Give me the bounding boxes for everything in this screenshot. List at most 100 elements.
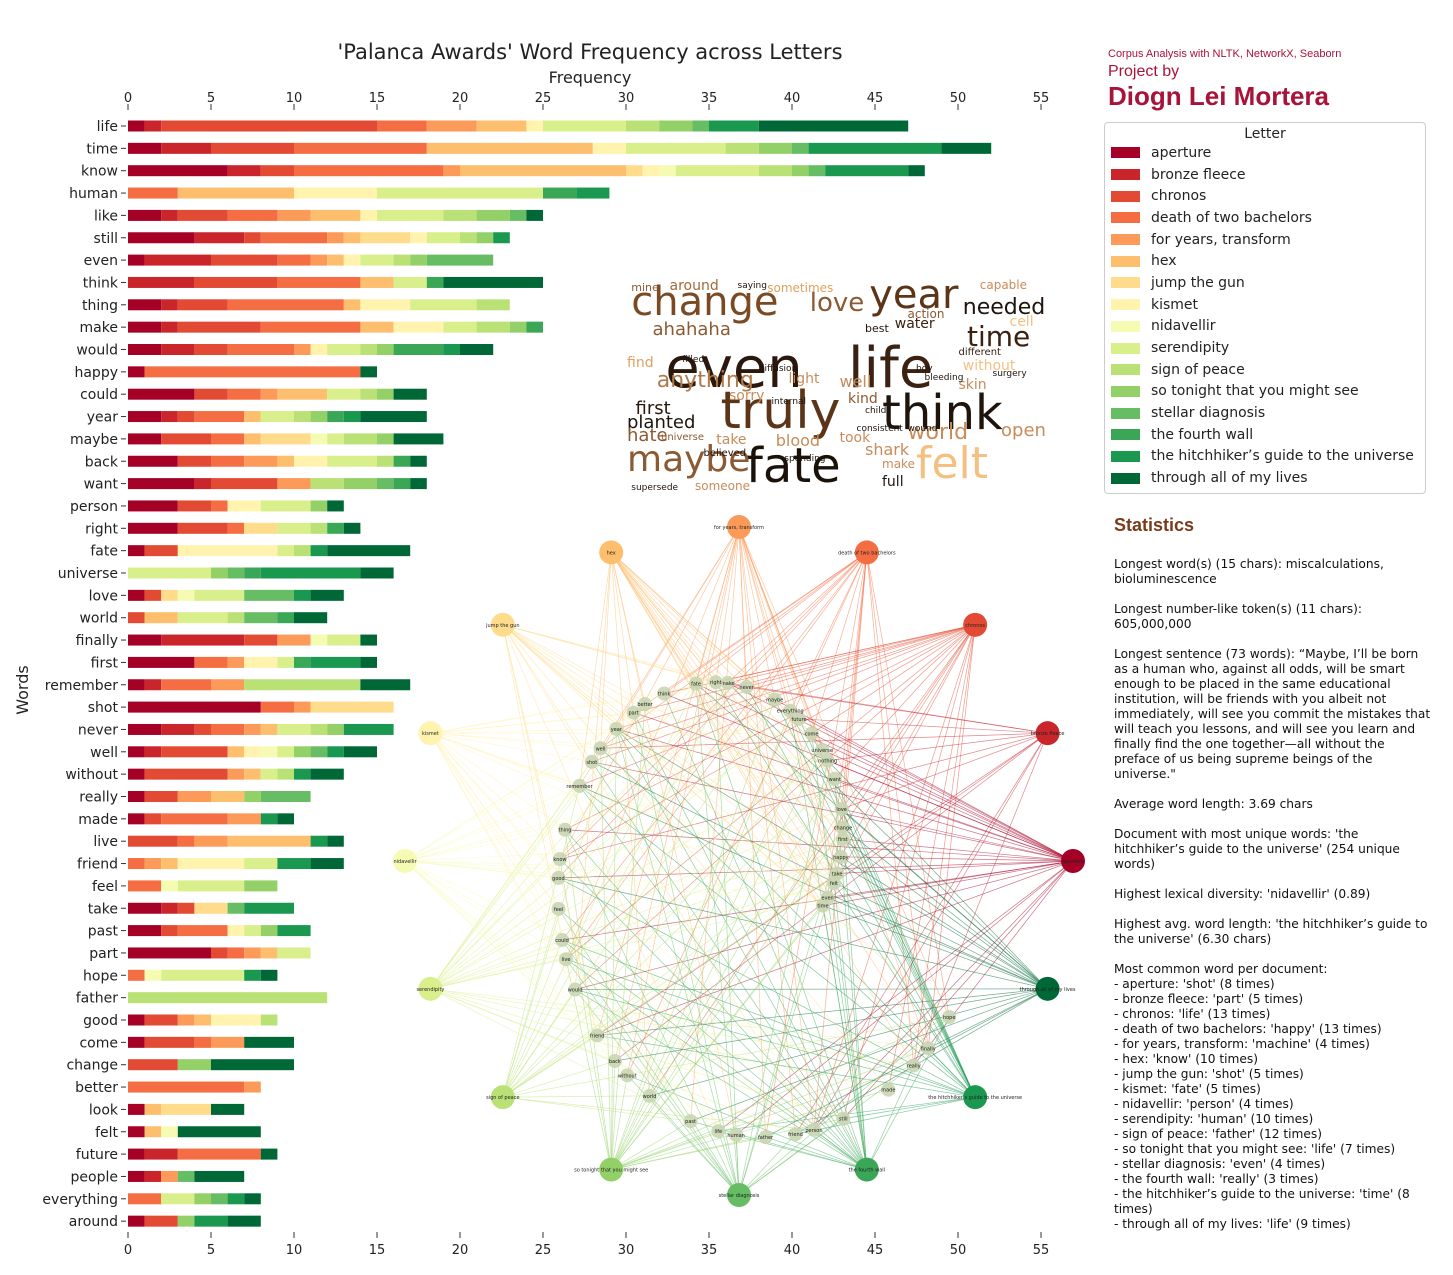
word-cloud-word: surgery [992, 368, 1027, 379]
y-tick-label: really [79, 790, 118, 806]
x-tick-label-bottom: 10 [286, 1243, 303, 1258]
bar-segment [194, 835, 228, 847]
network-edge [430, 761, 593, 990]
bar-segment [177, 187, 294, 199]
bar-segment [177, 612, 228, 624]
network-edge [842, 838, 1074, 862]
bar-segment [144, 1126, 162, 1138]
bar-segment [144, 1215, 178, 1227]
bar-segment [177, 209, 228, 221]
y-tick-label: could [80, 387, 118, 403]
word-node [942, 1010, 957, 1025]
bar-segment [128, 768, 145, 780]
network-edge [610, 710, 791, 1170]
letter-node [599, 1157, 624, 1182]
bar-segment [260, 947, 278, 959]
bar-segment [161, 1193, 195, 1205]
network-edge [841, 808, 976, 1098]
y-tick-label: made [78, 812, 118, 828]
network-edge [430, 682, 728, 734]
bar-segment [377, 187, 543, 199]
x-tick-label-top: 20 [452, 91, 469, 106]
x-tick-label-top: 15 [369, 91, 386, 106]
bar-segment [343, 299, 361, 311]
word-node [783, 703, 798, 718]
bar-segment [792, 165, 809, 177]
network-edge [633, 624, 976, 713]
word-node [906, 1058, 921, 1073]
bar-segment [227, 500, 261, 512]
network-edge [690, 526, 740, 1122]
network-edge [610, 552, 929, 1049]
network-edge [610, 552, 737, 1135]
bar-segment [128, 612, 145, 624]
word-cloud-word: sometimes [767, 280, 834, 295]
network-edge [746, 624, 976, 688]
network-edge [833, 883, 868, 1170]
network-edge [404, 860, 844, 1119]
network-edge [430, 897, 828, 990]
word-cloud: life even truly think change year fate maybe fel… [627, 275, 1052, 495]
bar-segment [128, 679, 145, 691]
y-tick-label: live [93, 834, 118, 850]
word-cloud-word: ahahaha [652, 319, 731, 341]
y-tick-label: thing [82, 298, 118, 314]
bar-segment [426, 142, 593, 154]
network-edge [811, 624, 976, 734]
network-edge [430, 988, 929, 1049]
bar-segment [310, 634, 328, 646]
bar-segment [327, 500, 344, 512]
statistics-title: Statistics [1114, 515, 1195, 535]
network-edge [840, 856, 1074, 862]
word-node-label: hope [943, 1015, 955, 1021]
bar-segment [343, 232, 361, 244]
network-edge [502, 624, 815, 1131]
letter-node-label: jump the gun [485, 623, 520, 629]
network-edge [615, 728, 740, 1196]
bar-segment [144, 120, 162, 132]
bar-segment [443, 165, 460, 177]
network-edge [843, 860, 1074, 1119]
word-node [820, 890, 835, 905]
network-edge [663, 693, 868, 1170]
bar-segment [128, 746, 145, 758]
network-edge [502, 624, 598, 1036]
bar-segment [128, 902, 162, 914]
bar-segment [294, 455, 328, 467]
bar-segment [343, 746, 377, 758]
network-edge [564, 624, 976, 831]
word-cloud-word: around [669, 278, 719, 295]
legend-item: the hitchhiker’s guide to the universe [1105, 446, 1425, 468]
bar-segment [194, 902, 228, 914]
legend-item: serendipity [1105, 337, 1425, 359]
bar-segment [294, 701, 311, 713]
word-cloud-word: even [665, 336, 803, 401]
bar-segment [360, 411, 427, 423]
letter-node-label: bronze fleece [1031, 731, 1065, 737]
network-edge [837, 860, 1074, 874]
bar-segment [128, 1170, 145, 1182]
network-edge [735, 860, 1074, 1136]
bar-segment [227, 925, 245, 937]
word-cloud-word: without [962, 357, 1016, 374]
network-edge [649, 624, 976, 1097]
word-cloud-word: action [907, 307, 945, 321]
bar-segment [244, 902, 294, 914]
bar-segment [128, 589, 145, 601]
bar-segment [128, 1059, 178, 1071]
word-cloud-word: wound [907, 423, 938, 434]
word-node [788, 1127, 803, 1142]
legend-label: through all of my lives [1151, 470, 1308, 487]
bar-segment [177, 455, 211, 467]
network-edge [610, 552, 823, 751]
legend-item: for years, transform [1105, 229, 1425, 251]
bar-segment [360, 679, 411, 691]
bar-segment [310, 768, 344, 780]
network-edge [574, 552, 612, 990]
bar-segment [227, 612, 245, 624]
network-edge [811, 733, 1074, 862]
bar-segment [128, 791, 145, 802]
network-edges [404, 526, 1074, 1196]
y-tick-label: fate [90, 544, 118, 560]
network-edge [610, 552, 824, 906]
